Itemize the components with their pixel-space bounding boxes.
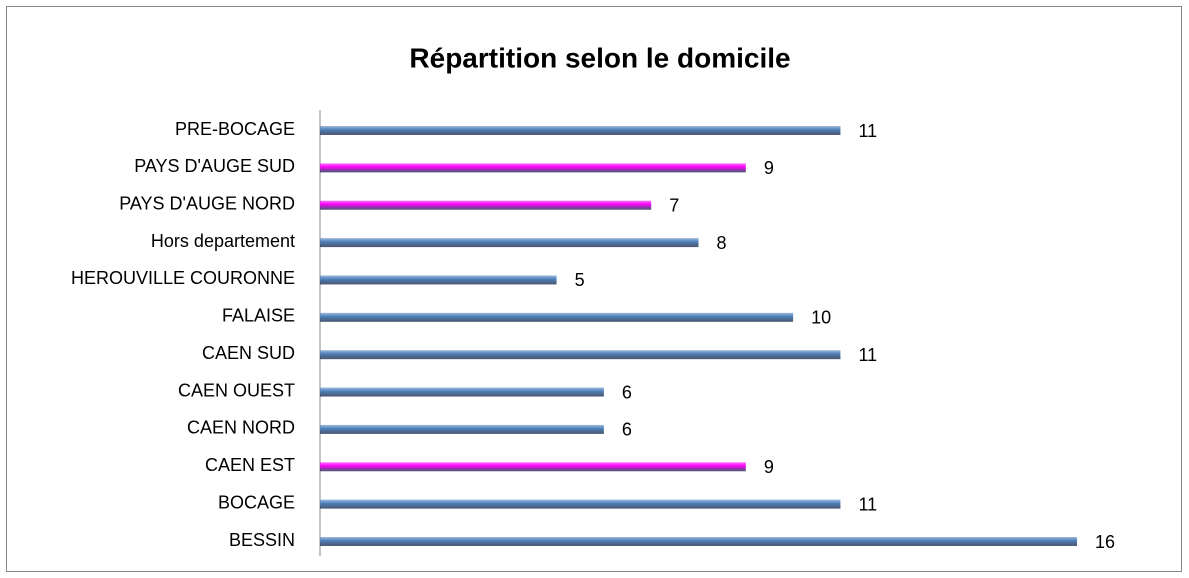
y-tick-label: PRE-BOCAGE: [175, 119, 295, 139]
bar: [320, 163, 746, 173]
y-tick-label: CAEN NORD: [187, 418, 295, 438]
bar: [320, 387, 604, 397]
bar: [320, 350, 841, 360]
y-tick-label: BOCAGE: [218, 492, 295, 512]
y-tick-label: CAEN SUD: [202, 343, 295, 363]
value-label: 7: [669, 195, 679, 215]
bar: [320, 312, 794, 322]
y-tick-label: Hors departement: [151, 231, 295, 251]
value-label: 11: [858, 345, 877, 365]
bar: [320, 537, 1077, 546]
bar: [320, 238, 699, 248]
bar: [320, 424, 604, 434]
bar: [320, 126, 841, 135]
chart-frame: [6, 6, 1182, 572]
bar: [320, 462, 746, 472]
value-label: 11: [858, 494, 877, 514]
bar: [320, 200, 652, 210]
y-tick-label: CAEN EST: [205, 455, 295, 475]
bar: [320, 499, 841, 509]
value-label: 6: [622, 382, 632, 402]
value-label: 6: [622, 420, 632, 440]
y-tick-label: CAEN OUEST: [178, 380, 295, 400]
value-label: 9: [764, 158, 774, 178]
value-label: 9: [764, 457, 774, 477]
y-tick-label: PAYS D'AUGE NORD: [119, 193, 295, 213]
y-tick-label: FALAISE: [222, 306, 295, 326]
y-tick-label: BESSIN: [229, 530, 295, 550]
value-label: 5: [575, 270, 585, 290]
chart-title: Répartition selon le domicile: [409, 42, 790, 73]
value-label: 10: [811, 308, 831, 328]
value-label: 16: [1095, 532, 1115, 552]
y-tick-label: PAYS D'AUGE SUD: [134, 156, 295, 176]
bar: [320, 275, 557, 285]
y-tick-label: HEROUVILLE COURONNE: [71, 268, 295, 288]
value-label: 11: [858, 121, 877, 141]
value-label: 8: [717, 233, 727, 253]
